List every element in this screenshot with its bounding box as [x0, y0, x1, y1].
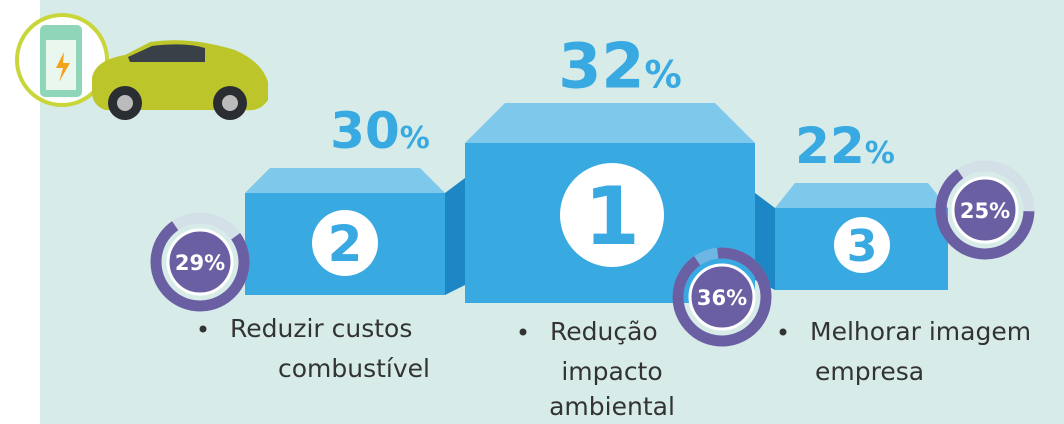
label-line: combustível: [278, 354, 430, 383]
rank: 1: [584, 170, 640, 263]
podium-top: [775, 183, 948, 208]
percentage-unit: %: [400, 121, 430, 156]
infographic: 2 30% Reduzir custos combustível 3 22% Melhora…: [0, 0, 1064, 424]
percentage-value: 30: [330, 102, 400, 160]
percentage-value: 22: [795, 117, 865, 175]
bullet: [780, 329, 787, 336]
label-line: impacto: [561, 357, 662, 386]
podium-top: [465, 103, 755, 143]
label-line: empresa: [815, 357, 924, 386]
ring-label: 25%: [960, 199, 1010, 223]
percentage-unit: %: [865, 136, 895, 171]
label-line: Redução: [550, 317, 658, 346]
rank: 3: [847, 221, 878, 272]
ring-label: 29%: [175, 251, 225, 275]
podium-side: [445, 178, 465, 295]
percentage-value: 32: [558, 29, 644, 102]
label-line: Melhorar imagem: [810, 317, 1031, 346]
label-line: Reduzir custos: [230, 314, 412, 343]
podium-top: [245, 168, 445, 193]
rank: 2: [328, 215, 363, 273]
ring-label: 36%: [697, 286, 747, 310]
bullet: [520, 329, 527, 336]
bullet: [200, 326, 207, 333]
percentage-unit: %: [645, 52, 682, 96]
label-line: ambiental: [549, 392, 675, 421]
